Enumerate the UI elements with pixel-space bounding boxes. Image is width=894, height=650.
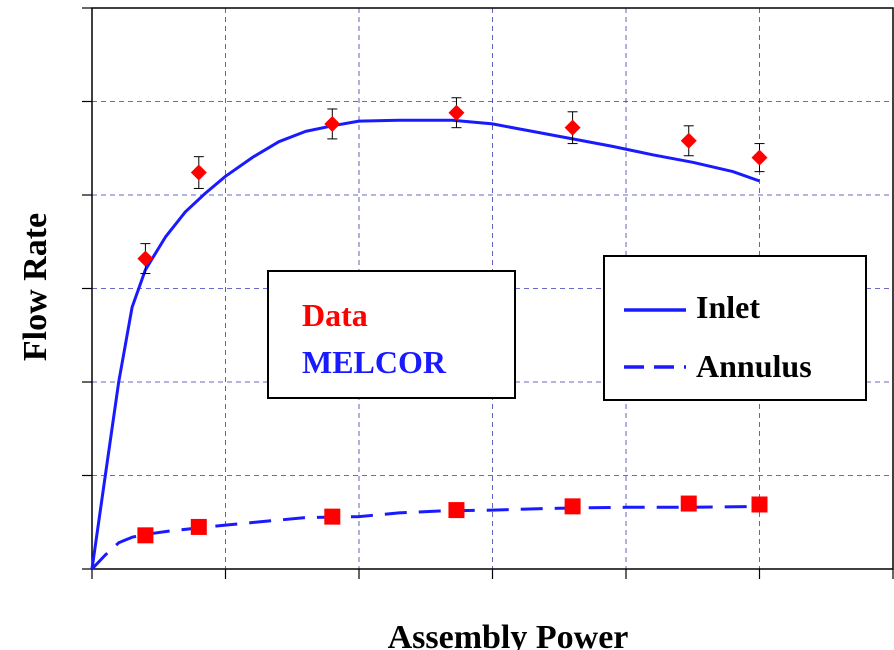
series-line-inlet: [90, 118, 760, 570]
data-point-square: [564, 498, 581, 515]
legend-data-label: Data: [302, 297, 368, 333]
data-point-diamond: [324, 115, 341, 132]
data-markers: [137, 97, 768, 544]
data-point-diamond: [751, 149, 768, 166]
data-point-square: [751, 496, 768, 513]
series-line-annulus: [90, 504, 760, 571]
data-point-diamond: [680, 132, 697, 149]
axis-ticks: [82, 7, 894, 579]
data-point-square: [190, 518, 207, 535]
legend-lines-box: Inlet Annulus: [603, 255, 867, 401]
data-point-diamond: [564, 119, 581, 136]
data-point-diamond: [190, 164, 207, 181]
legend-inlet-label: Inlet: [696, 289, 760, 325]
data-point-diamond: [448, 104, 465, 121]
legend-annulus-label: Annulus: [696, 348, 812, 384]
data-point-diamond: [137, 250, 154, 267]
data-point-square: [137, 527, 154, 544]
legend-melcor-label: MELCOR: [302, 344, 447, 380]
x-axis-title: Assembly Power: [388, 619, 629, 650]
y-axis-title: Flow Rate: [17, 213, 54, 361]
data-point-square: [448, 502, 465, 519]
data-point-square: [324, 508, 341, 525]
legend-type-box: Data MELCOR: [267, 270, 516, 399]
data-point-square: [680, 495, 697, 512]
